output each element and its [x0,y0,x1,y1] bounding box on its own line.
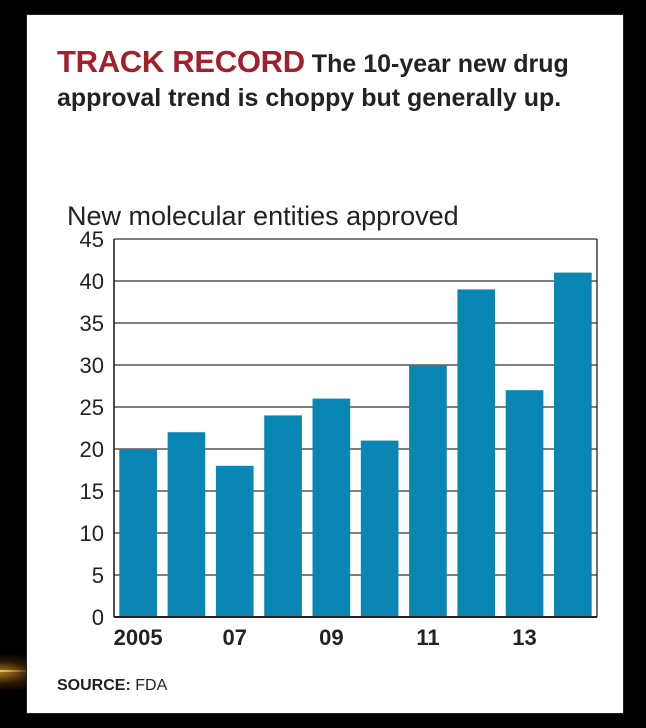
bar-chart: 0 5 10 15 20 25 30 35 40 45 2005 07 09 11 13 [80,227,598,650]
x-tick-label: 2005 [114,625,163,650]
y-tick-label: 25 [80,395,104,420]
headline-text: The 10-year new drug approval trend is c… [57,50,569,112]
source-label: SOURCE: [57,677,131,694]
y-tick-label: 5 [92,563,104,588]
source-note: SOURCE: FDA [57,677,167,695]
background-glow-line [0,670,30,672]
y-tick-label: 45 [80,227,104,252]
x-tick-label: 13 [512,625,536,650]
source-value: FDA [135,677,168,694]
x-tick-label: 07 [223,625,247,650]
bar-08 [264,415,302,617]
headline-kicker: TRACK RECORD [57,44,305,79]
y-tick-labels: 0 5 10 15 20 25 30 35 40 45 [80,227,104,630]
chart-card: TRACK RECORD The 10-year new drug approv… [26,14,624,714]
bar-09 [312,398,351,617]
bar-12 [457,289,496,617]
bar-11 [409,365,447,617]
bar-13 [505,390,544,617]
x-tick-label: 11 [416,625,439,650]
headline: TRACK RECORD The 10-year new drug approv… [57,45,617,115]
bar-2005 [119,449,157,617]
bar-14 [554,272,592,617]
y-tick-label: 0 [92,605,104,630]
y-tick-label: 35 [80,311,104,336]
y-tick-label: 40 [80,269,104,294]
y-tick-label: 10 [80,521,104,546]
x-tick-label: 09 [319,625,343,650]
y-tick-label: 20 [80,437,104,462]
y-tick-label: 15 [80,479,104,504]
y-axis-label: New molecular entities approved [67,201,459,231]
bar-06 [167,432,206,617]
x-tick-labels: 2005 07 09 11 13 [114,625,537,650]
bar-07 [215,465,254,617]
bar-10 [360,440,399,617]
y-tick-label: 30 [80,353,104,378]
axes [113,239,598,618]
bars [119,272,592,617]
